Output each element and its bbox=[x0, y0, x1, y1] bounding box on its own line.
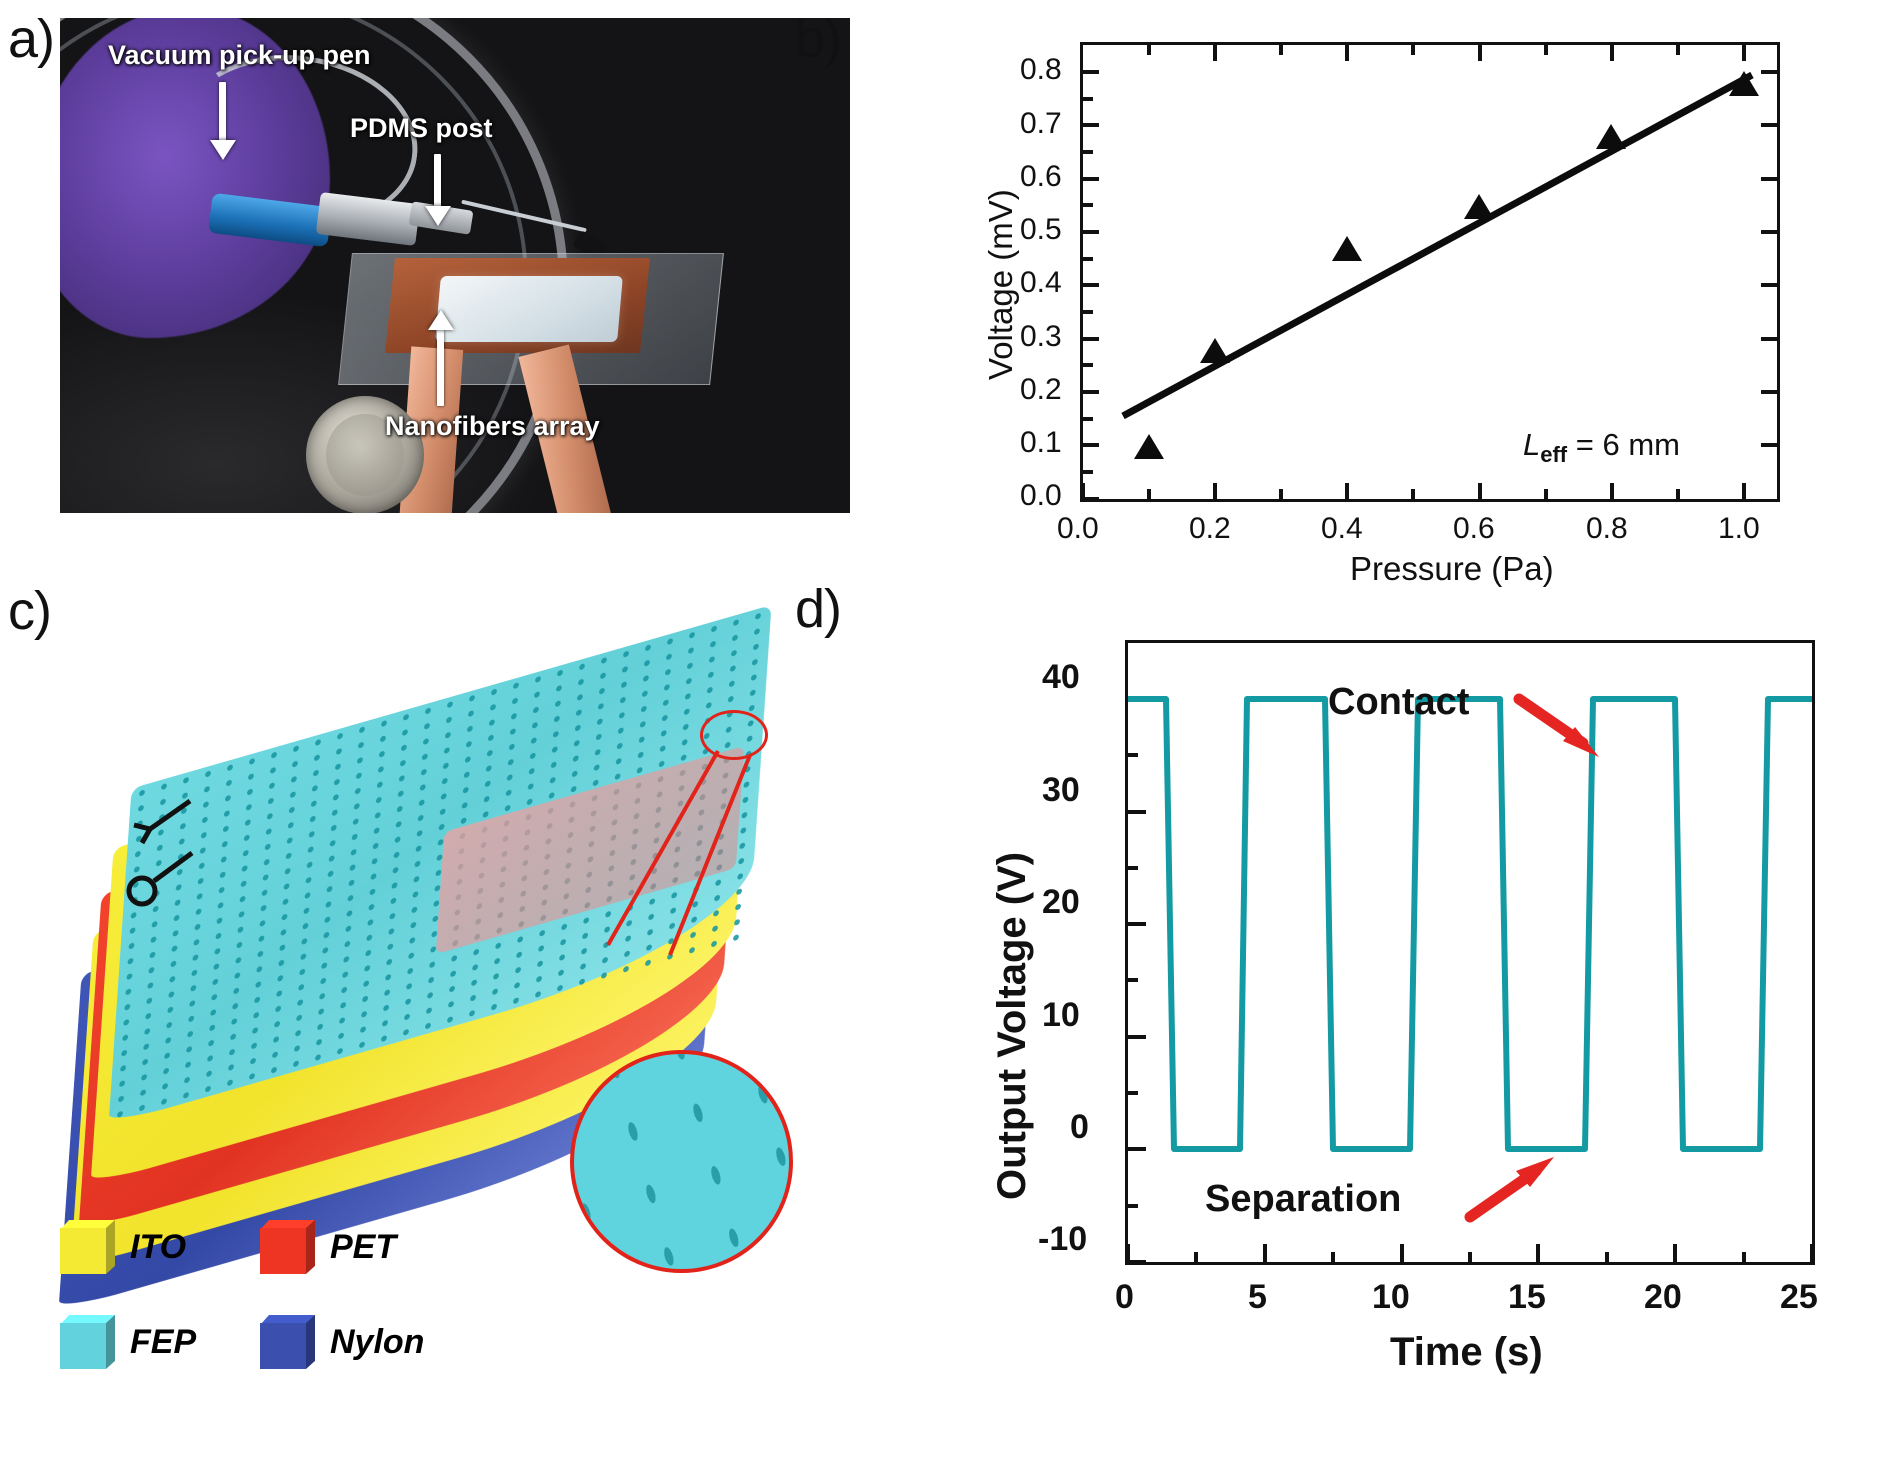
b-ytick-2: 0.2 bbox=[1020, 373, 1062, 406]
panel-b-plot-area: Leff = 6 mm bbox=[1080, 42, 1780, 502]
panel-a-letter: a) bbox=[8, 9, 55, 69]
d-x-axis-title: Time (s) bbox=[1390, 1330, 1543, 1374]
b-ytick-5: 0.5 bbox=[1020, 213, 1062, 246]
legend-item-nylon: Nylon bbox=[260, 1314, 425, 1369]
data-point-marker bbox=[1200, 338, 1230, 363]
l-eff-annotation: Leff = 6 mm bbox=[1523, 427, 1680, 468]
d-ytick-1: 0 bbox=[1070, 1108, 1089, 1146]
nanofiber-array-patch bbox=[435, 276, 623, 342]
panel-a-photograph: Vacuum pick-up pen PDMS post Nanofibers … bbox=[60, 18, 850, 513]
b-ytick-8: 0.8 bbox=[1020, 53, 1062, 86]
d-xtick-2: 10 bbox=[1372, 1278, 1410, 1316]
b-xtick-2: 0.4 bbox=[1321, 512, 1363, 545]
panel-d-chart: Contact -10 0 10 20 30 40 0 5 10 15 20 2… bbox=[960, 600, 1860, 1460]
l-eff-symbol: L bbox=[1523, 427, 1541, 462]
legend-item-fep: FEP bbox=[60, 1314, 197, 1369]
b-xtick-3: 0.6 bbox=[1453, 512, 1495, 545]
d-y-axis-title: Output Voltage (V) bbox=[990, 851, 1034, 1200]
d-ytick-2: 10 bbox=[1042, 996, 1080, 1034]
legend-label-fep: FEP bbox=[130, 1322, 197, 1361]
contact-arrow-icon bbox=[1513, 693, 1599, 757]
layer-callout-brace bbox=[126, 798, 194, 907]
pdms-post-label: PDMS post bbox=[350, 113, 493, 143]
b-ytick-3: 0.3 bbox=[1020, 320, 1062, 353]
d-xtick-1: 5 bbox=[1248, 1278, 1267, 1316]
legend-item-pet: PET bbox=[260, 1219, 397, 1274]
inset-source-circle bbox=[700, 710, 768, 760]
panel-d-plot-area: Contact bbox=[1125, 640, 1815, 1265]
panel-c-schematic: ITO PET FEP Nylon bbox=[20, 590, 860, 1460]
b-xtick-4: 0.8 bbox=[1586, 512, 1628, 545]
data-point-marker bbox=[1332, 236, 1362, 261]
d-ytick-3: 20 bbox=[1042, 883, 1080, 921]
contact-annotation-label: Contact bbox=[1328, 681, 1470, 723]
output-voltage-trace bbox=[1128, 696, 1812, 1152]
d-ytick-0: -10 bbox=[1038, 1220, 1088, 1258]
legend-label-nylon: Nylon bbox=[330, 1322, 425, 1361]
d-xtick-3: 15 bbox=[1508, 1278, 1546, 1316]
d-xtick-0: 0 bbox=[1115, 1278, 1134, 1316]
d-xtick-4: 20 bbox=[1644, 1278, 1682, 1316]
data-point-marker bbox=[1134, 434, 1164, 459]
quarter-coin-scale-reference bbox=[306, 396, 424, 513]
panel-c-legend: ITO PET FEP Nylon bbox=[60, 1219, 440, 1400]
fep-color-cube bbox=[60, 1314, 116, 1369]
l-eff-value: = 6 mm bbox=[1575, 427, 1680, 462]
d-ytick-5: 40 bbox=[1042, 658, 1080, 696]
coin-face bbox=[326, 414, 404, 496]
b-xtick-0: 0.0 bbox=[1057, 512, 1099, 545]
vacuum-pen-label: Vacuum pick-up pen bbox=[108, 40, 371, 70]
device-layer-stack bbox=[58, 604, 820, 1312]
b-x-axis-title: Pressure (Pa) bbox=[1350, 550, 1554, 587]
data-point-marker bbox=[1596, 124, 1626, 149]
legend-label-pet: PET bbox=[330, 1227, 397, 1266]
pet-color-cube bbox=[260, 1219, 316, 1274]
b-ytick-0: 0.0 bbox=[1020, 479, 1062, 512]
nanopillar-inset-texture bbox=[574, 1054, 789, 1269]
panel-d-letter: d) bbox=[795, 579, 842, 639]
b-ytick-4: 0.4 bbox=[1020, 266, 1062, 299]
nanofibers-array-label: Nanofibers array bbox=[385, 411, 600, 441]
panel-c-letter: c) bbox=[8, 581, 52, 641]
inset-connector-lines bbox=[606, 750, 752, 956]
d-ytick-4: 30 bbox=[1042, 771, 1080, 809]
nanopillar-zoom-inset bbox=[570, 1050, 793, 1273]
b-xtick-5: 1.0 bbox=[1718, 512, 1760, 545]
nylon-color-cube bbox=[260, 1314, 316, 1369]
b-ytick-7: 0.7 bbox=[1020, 107, 1062, 140]
ito-color-cube bbox=[60, 1219, 116, 1274]
panel-b-chart: Leff = 6 mm 0.0 0.1 0.2 0.3 0.4 0.5 0.6 … bbox=[960, 20, 1860, 590]
legend-item-ito: ITO bbox=[60, 1219, 187, 1274]
separation-arrow-icon bbox=[1464, 1157, 1554, 1223]
data-point-marker bbox=[1729, 71, 1759, 96]
b-ytick-6: 0.6 bbox=[1020, 160, 1062, 193]
legend-label-ito: ITO bbox=[130, 1227, 187, 1266]
data-point-marker bbox=[1464, 194, 1494, 219]
panel-b-letter: b) bbox=[795, 9, 842, 69]
b-y-axis-title: Voltage (mV) bbox=[982, 189, 1019, 380]
l-eff-subscript: eff bbox=[1540, 442, 1568, 468]
b-xtick-1: 0.2 bbox=[1189, 512, 1231, 545]
d-xtick-5: 25 bbox=[1780, 1278, 1818, 1316]
separation-annotation-label: Separation bbox=[1205, 1178, 1402, 1220]
b-ytick-1: 0.1 bbox=[1020, 426, 1062, 459]
